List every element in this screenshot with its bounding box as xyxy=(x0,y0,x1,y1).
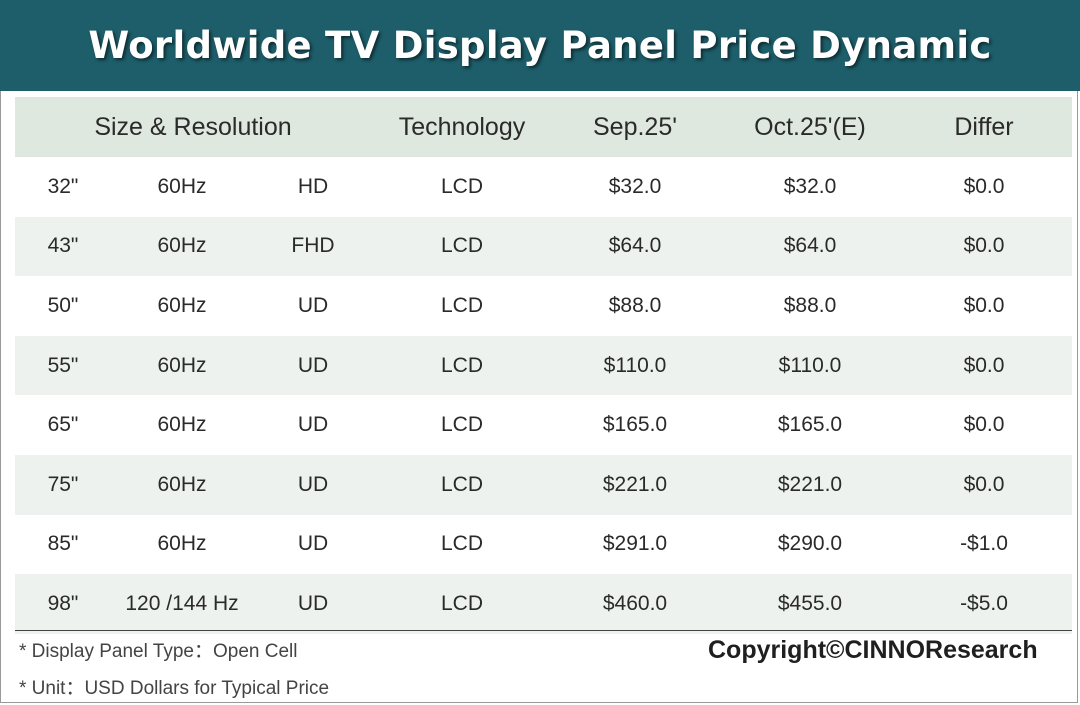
cell-refresh-rate: 120 /144 Hz xyxy=(125,591,239,615)
cell-resolution: FHD xyxy=(291,234,335,258)
cell-sep25-price: $165.0 xyxy=(602,413,668,437)
column-header-differ: Differ xyxy=(954,112,1014,141)
cell-size: 65" xyxy=(47,413,79,437)
cell-oct25e-price: $165.0 xyxy=(777,413,843,437)
cell-sep25-price: $64.0 xyxy=(608,234,662,258)
cell-differ: $0.0 xyxy=(963,234,1005,258)
footnote-panel-type: * Display Panel Type：Open Cell xyxy=(19,641,298,662)
cell-oct25e-price: $88.0 xyxy=(783,293,837,317)
cell-technology: LCD xyxy=(440,234,483,258)
cell-technology: LCD xyxy=(440,532,483,556)
cell-refresh-rate: 60Hz xyxy=(157,234,207,258)
cell-refresh-rate: 60Hz xyxy=(157,413,207,437)
table-row: 50" 60Hz UD LCD $88.0 $88.0 $0.0 xyxy=(15,276,1072,336)
cell-sep25-price: $291.0 xyxy=(602,532,668,556)
column-header-sep25: Sep.25' xyxy=(592,112,677,141)
cell-oct25e-price: $290.0 xyxy=(777,532,843,556)
cell-technology: LCD xyxy=(440,413,483,437)
cell-technology: LCD xyxy=(440,293,483,317)
cell-sep25-price: $110.0 xyxy=(603,353,667,377)
cell-resolution: UD xyxy=(297,591,329,615)
chart-title: Worldwide TV Display Panel Price Dynamic xyxy=(88,24,992,67)
table-bottom-rule xyxy=(15,630,1072,631)
cell-oct25e-price: $64.0 xyxy=(783,234,837,258)
cell-technology: LCD xyxy=(440,591,483,615)
cell-sep25-price: $88.0 xyxy=(608,293,662,317)
cell-refresh-rate: 60Hz xyxy=(157,353,207,377)
cell-oct25e-price: $455.0 xyxy=(777,591,843,615)
cell-resolution: UD xyxy=(297,532,329,556)
table-row: 32" 60Hz HD LCD $32.0 $32.0 $0.0 xyxy=(15,157,1072,217)
column-header-oct25e: Oct.25'(E) xyxy=(754,112,866,141)
copyright-label: Copyright©CINNOResearch xyxy=(708,636,1038,664)
table-row: 75" 60Hz UD LCD $221.0 $221.0 $0.0 xyxy=(15,454,1072,515)
cell-size: 50" xyxy=(47,293,79,317)
cell-size: 43" xyxy=(47,234,79,258)
cell-resolution: UD xyxy=(297,413,329,437)
cell-differ: $0.0 xyxy=(963,472,1005,496)
cell-sep25-price: $221.0 xyxy=(602,472,668,496)
cell-technology: LCD xyxy=(440,472,483,496)
cell-technology: LCD xyxy=(440,353,483,377)
cell-size: 75" xyxy=(47,472,79,496)
column-header-size-resolution: Size & Resolution xyxy=(94,112,292,141)
cell-refresh-rate: 60Hz xyxy=(157,472,207,496)
cell-differ: $0.0 xyxy=(963,174,1005,198)
cell-sep25-price: $460.0 xyxy=(602,591,668,615)
title-bar: Worldwide TV Display Panel Price Dynamic xyxy=(0,0,1080,91)
cell-resolution: UD xyxy=(297,353,329,377)
cell-oct25e-price: $32.0 xyxy=(783,174,837,198)
cell-differ: $0.0 xyxy=(963,413,1005,437)
table-row: 55" 60Hz UD LCD $110.0 $110.0 $0.0 xyxy=(15,335,1072,396)
table-row: 98" 120 /144 Hz UD LCD $460.0 $455.0 -$5.0 xyxy=(15,574,1072,634)
cell-size: 85" xyxy=(47,532,79,556)
cell-differ: -$1.0 xyxy=(960,532,1008,556)
cell-oct25e-price: $221.0 xyxy=(777,472,843,496)
cell-refresh-rate: 60Hz xyxy=(157,532,207,556)
cell-size: 98" xyxy=(47,591,79,615)
cell-differ: $0.0 xyxy=(963,353,1005,377)
cell-size: 55" xyxy=(47,353,79,377)
table-header-row: Size & Resolution Technology Sep.25' Oct… xyxy=(15,97,1072,157)
cell-differ: -$5.0 xyxy=(960,591,1008,615)
cell-differ: $0.0 xyxy=(963,293,1005,317)
footnote-unit: * Unit：USD Dollars for Typical Price xyxy=(19,678,330,699)
cell-resolution: UD xyxy=(297,472,329,496)
table-row: 43" 60Hz FHD LCD $64.0 $64.0 $0.0 xyxy=(15,216,1072,277)
cell-refresh-rate: 60Hz xyxy=(157,174,207,198)
column-header-technology: Technology xyxy=(398,112,526,141)
cell-sep25-price: $32.0 xyxy=(608,174,662,198)
cell-refresh-rate: 60Hz xyxy=(157,293,207,317)
table-row: 85" 60Hz UD LCD $291.0 $290.0 -$1.0 xyxy=(15,515,1072,575)
price-table: Size & Resolution Technology Sep.25' Oct… xyxy=(15,97,1072,634)
cell-resolution: UD xyxy=(297,293,329,317)
cell-resolution: HD xyxy=(297,174,329,198)
cell-oct25e-price: $110.0 xyxy=(778,353,842,377)
cell-size: 32" xyxy=(47,174,79,198)
cell-technology: LCD xyxy=(440,174,483,198)
table-row: 65" 60Hz UD LCD $165.0 $165.0 $0.0 xyxy=(15,395,1072,455)
table-body: 32" 60Hz HD LCD $32.0 $32.0 $0.0 43" 60Hz FHD LCD $… xyxy=(15,157,1072,634)
